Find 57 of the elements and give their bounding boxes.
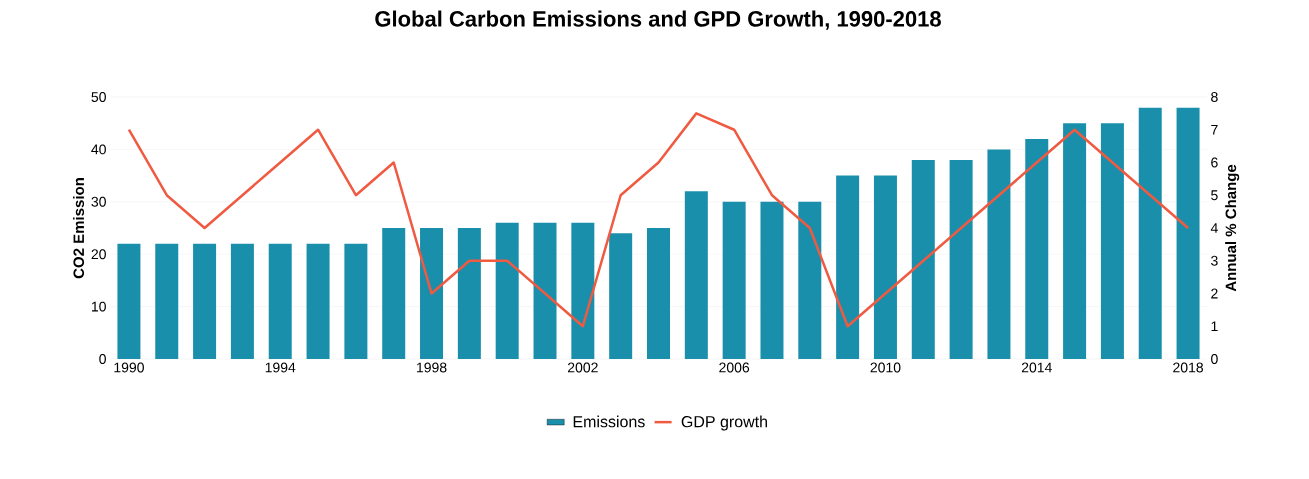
bar [1025,138,1049,359]
bar [382,228,406,359]
x-tick-label: 1994 [265,362,296,373]
bar [873,175,897,359]
bar [1138,107,1162,359]
bar [1176,107,1200,359]
bar [457,228,481,359]
x-tick-label: 2018 [1173,362,1204,373]
y2-tick-label: 5 [1211,190,1218,201]
legend-label: GDP growth [681,415,767,431]
y-tick-label: 30 [91,196,106,207]
bar [609,233,633,359]
x-tick-label: 2010 [870,362,901,373]
y-tick-label: 50 [91,92,106,102]
y-axis-title: CO2 Emission [73,178,85,279]
bar [193,243,217,359]
bar [1063,123,1087,359]
bar [533,222,557,359]
y2-tick-label: 2 [1211,288,1218,299]
y-tick-label: 40 [91,144,106,155]
x-tick-label: 2002 [567,362,598,373]
bar [344,243,368,359]
bar [1100,123,1124,359]
y2-tick-label: 1 [1211,321,1218,332]
legend-label: Emissions [573,415,645,428]
bar [647,228,670,359]
y-tick-label: 0 [99,354,106,364]
y2-axis-title: Annual % Change [1225,164,1240,292]
y2-tick-label: 8 [1211,92,1218,102]
bar [306,243,330,359]
y2-tick-label: 4 [1210,223,1218,233]
y-tick-label: 10 [91,301,106,312]
bar [268,243,292,359]
y2-tick-label: 0 [1211,354,1218,364]
bar [949,159,973,359]
x-tick-label: 2006 [719,362,750,373]
y2-tick-label: 7 [1211,124,1218,135]
bar [571,222,595,359]
x-tick-label: 2014 [1021,362,1052,373]
chart-title: Global Carbon Emissions and GPD Growth, 1990-2018 [375,10,941,30]
y-tick-label: 20 [91,249,106,260]
bar [836,175,860,359]
bar [495,222,519,359]
bar [155,243,179,359]
bar [684,191,708,359]
bar [798,201,822,359]
bar [722,201,746,359]
x-tick-label: 1990 [114,362,144,373]
bar [117,243,141,359]
x-tick-label: 1998 [417,362,447,373]
bar [911,159,935,359]
y2-tick-label: 3 [1211,255,1218,266]
bar [987,149,1011,359]
bar [420,228,444,359]
bar [760,201,784,359]
y2-tick-label: 6 [1211,157,1218,168]
bar [230,243,254,359]
